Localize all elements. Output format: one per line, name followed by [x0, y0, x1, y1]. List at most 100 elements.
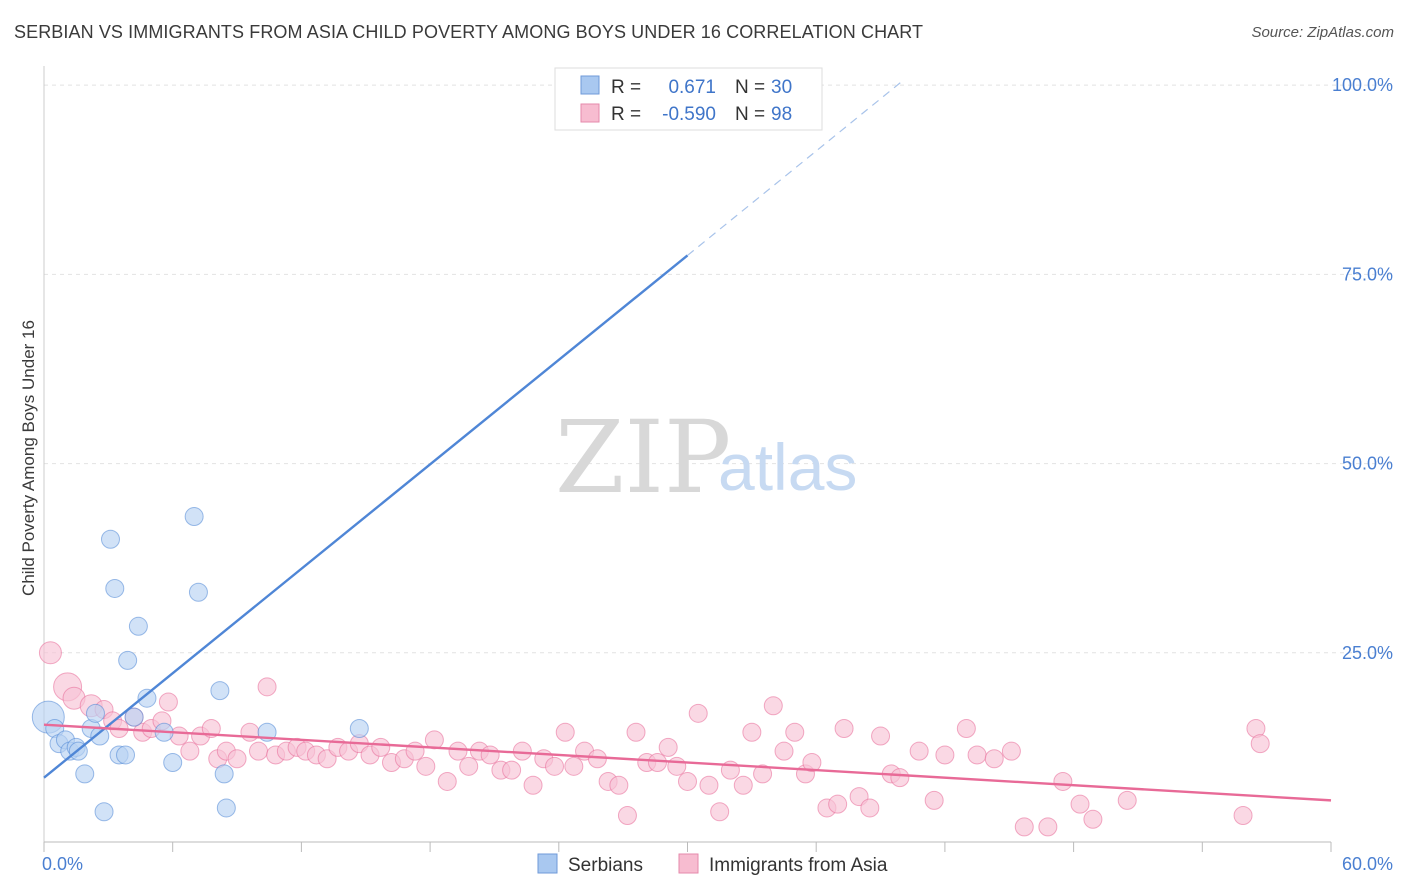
data-point: [416, 756, 436, 776]
data-point: [1233, 806, 1253, 826]
source-label: Source: ZipAtlas.com: [1251, 24, 1394, 41]
data-point: [935, 745, 955, 765]
data-point: [647, 753, 667, 773]
data-point: [105, 578, 125, 598]
watermark: ZIP atlas: [555, 399, 857, 516]
trend-line-extension: [687, 80, 903, 256]
watermark-atlas-text: atlas: [718, 430, 857, 504]
data-point: [100, 529, 120, 549]
data-point: [75, 764, 95, 784]
stat-r-value: -0.590: [662, 104, 716, 125]
stat-r-label: R =: [611, 77, 641, 98]
data-point: [523, 775, 543, 795]
data-point: [890, 768, 910, 788]
data-point: [742, 722, 762, 742]
data-point: [667, 756, 687, 776]
data-point: [216, 798, 236, 818]
data-point: [1014, 817, 1034, 837]
data-point: [214, 764, 234, 784]
y-tick-label: 25.0%: [1342, 643, 1393, 663]
trend-line: [43, 723, 1332, 802]
data-point: [349, 718, 369, 738]
stat-n-value: 98: [771, 104, 792, 125]
stat-swatch-serbians: [580, 75, 600, 95]
stat-n-value: 30: [771, 77, 792, 98]
watermark-zip-text: ZIP: [555, 399, 731, 516]
data-point: [163, 753, 183, 773]
data-point: [210, 681, 230, 701]
stats-box: R = 0.671 N = 30 R = -0.590 N = 98: [554, 67, 823, 131]
legend-label-immigrants: Immigrants from Asia: [709, 855, 888, 876]
data-point: [688, 703, 708, 723]
chart-title: SERBIAN VS IMMIGRANTS FROM ASIA CHILD PO…: [14, 22, 924, 42]
data-point: [924, 790, 944, 810]
y-tick-label: 100.0%: [1332, 75, 1393, 95]
y-tick-labels: 25.0% 50.0% 75.0% 100.0%: [1332, 75, 1393, 663]
stat-r-value: 0.671: [668, 77, 716, 98]
data-point: [609, 775, 629, 795]
data-point: [94, 802, 114, 822]
data-point: [1001, 741, 1021, 761]
data-point: [710, 802, 730, 822]
data-point: [158, 692, 178, 712]
data-point: [834, 718, 854, 738]
trend-line: [43, 254, 689, 779]
data-point: [227, 749, 247, 769]
data-point: [774, 741, 794, 761]
data-point: [909, 741, 929, 761]
data-point: [1083, 809, 1103, 829]
x-tick-label: 0.0%: [42, 854, 83, 874]
series-serbians: [31, 75, 612, 822]
data-point: [448, 741, 468, 761]
data-point: [184, 507, 204, 527]
data-point: [512, 741, 532, 761]
legend-swatch-serbians: [537, 853, 558, 874]
stat-swatch-immigrants: [580, 103, 600, 123]
data-point: [564, 756, 584, 776]
data-point: [626, 722, 646, 742]
data-point: [753, 764, 773, 784]
data-point: [257, 677, 277, 697]
data-point: [733, 775, 753, 795]
data-point: [1070, 794, 1090, 814]
data-point: [85, 703, 105, 723]
data-point: [118, 650, 138, 670]
data-point: [502, 760, 522, 780]
data-point: [180, 741, 200, 761]
y-tick-label: 50.0%: [1342, 454, 1393, 474]
legend-label-serbians: Serbians: [568, 855, 643, 876]
data-point: [437, 771, 457, 791]
data-point: [249, 741, 268, 761]
data-point: [802, 753, 822, 773]
data-point: [763, 696, 783, 716]
data-point: [38, 641, 62, 665]
data-point: [871, 726, 891, 746]
x-tick-labels: 0.0% 60.0%: [42, 854, 1393, 874]
legend: Serbians Immigrants from Asia: [537, 853, 888, 876]
series-immigrants-from-asia: [38, 641, 1270, 837]
data-point: [240, 722, 260, 742]
data-point: [1038, 817, 1058, 837]
data-point: [785, 722, 805, 742]
data-point: [137, 688, 157, 708]
data-point: [658, 737, 678, 757]
data-point: [967, 745, 987, 765]
data-point: [128, 616, 148, 636]
stat-n-label: N =: [735, 77, 765, 98]
data-point: [617, 806, 637, 826]
data-point: [828, 794, 848, 814]
data-point: [1250, 734, 1270, 754]
grid-lines: [44, 84, 1396, 654]
data-point: [116, 745, 136, 765]
data-point: [371, 737, 391, 757]
data-point: [956, 718, 976, 738]
data-point: [201, 718, 221, 738]
y-tick-label: 75.0%: [1342, 264, 1393, 284]
y-axis-label: Child Poverty Among Boys Under 16: [19, 320, 38, 596]
data-point: [124, 707, 144, 727]
stat-n-label: N =: [735, 104, 765, 125]
data-point: [555, 722, 575, 742]
data-point: [545, 756, 565, 776]
data-point: [860, 798, 880, 818]
